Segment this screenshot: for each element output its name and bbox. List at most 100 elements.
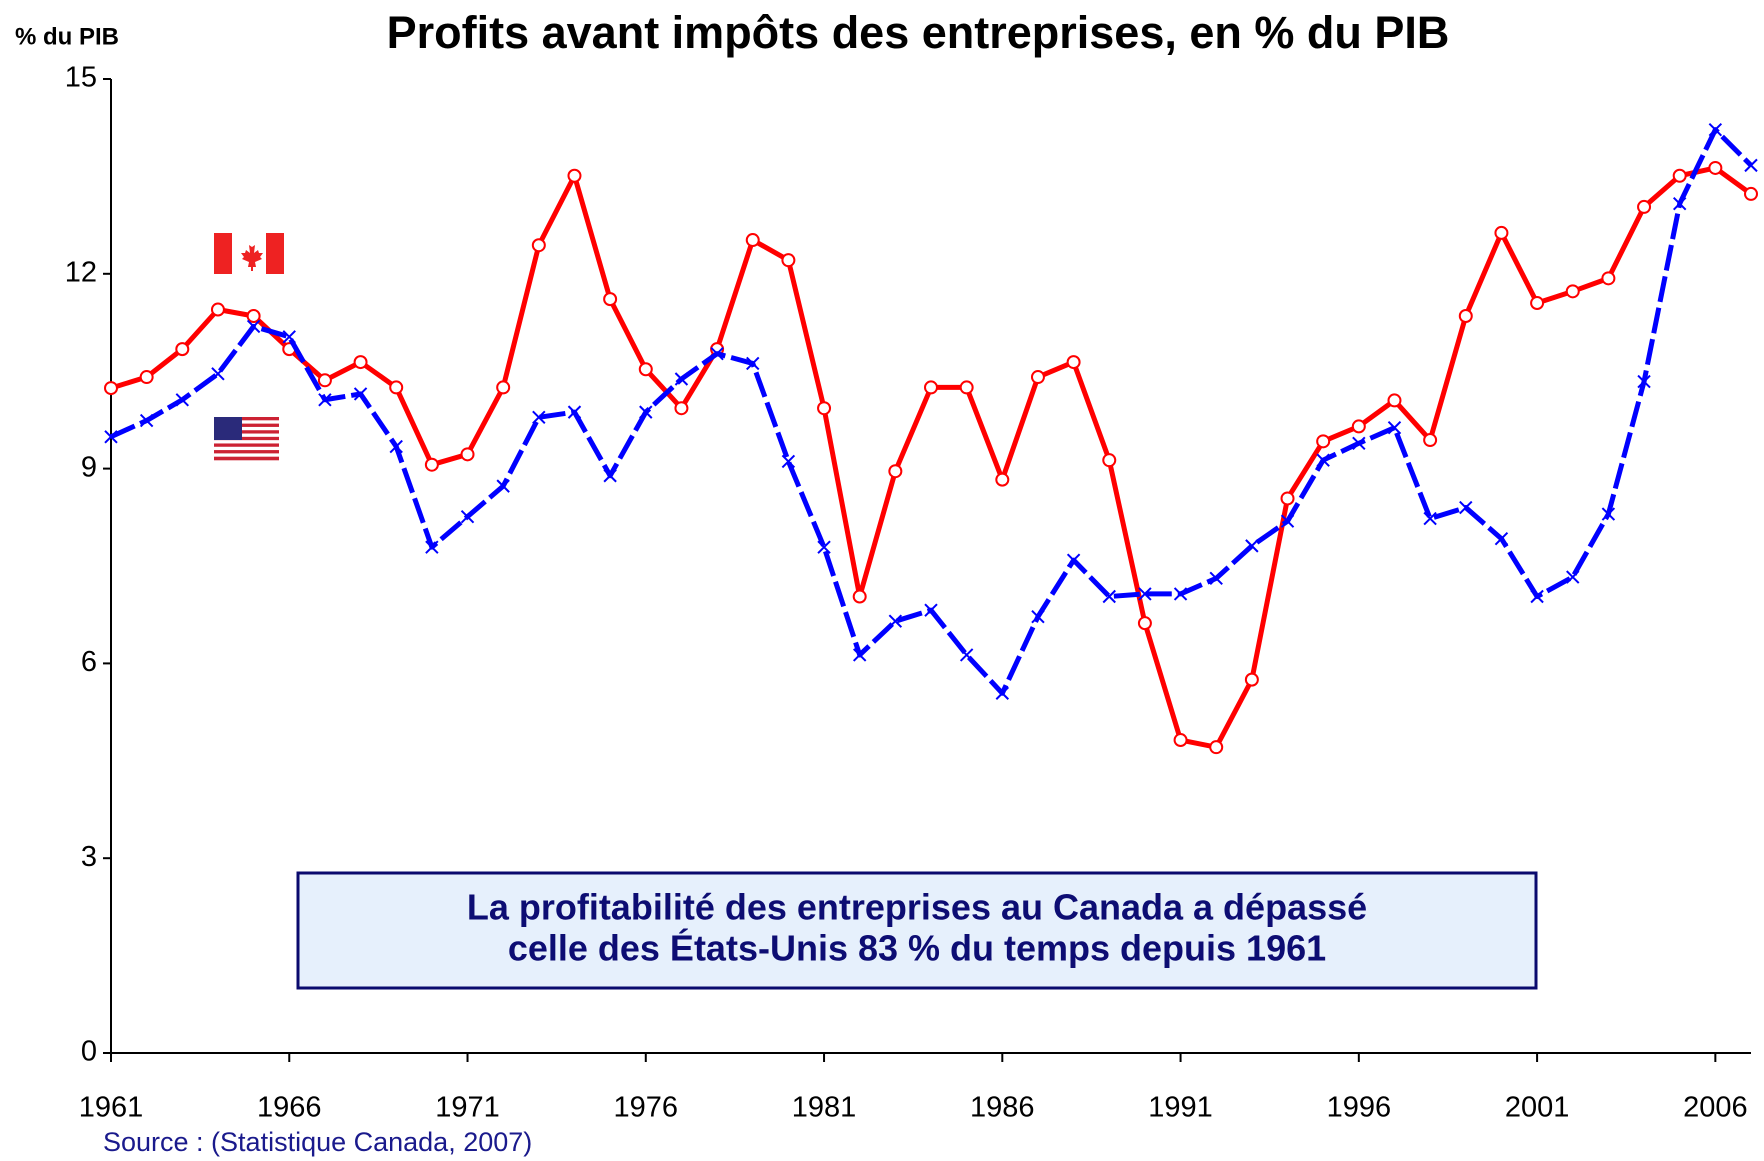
x-tick-label: 1966	[257, 1092, 322, 1124]
point	[1566, 570, 1580, 584]
point	[1280, 491, 1295, 506]
point	[995, 686, 1010, 700]
point	[959, 380, 974, 395]
point	[567, 405, 582, 419]
chart-title: Profits avant impôts des entreprises, en…	[387, 7, 1450, 58]
annotation: celle des États-Unis 83 % du temps depui…	[508, 928, 1326, 969]
point	[1031, 609, 1045, 624]
point	[781, 253, 796, 268]
point	[318, 393, 332, 407]
point	[1316, 453, 1330, 467]
point	[817, 540, 831, 554]
point	[1459, 500, 1473, 515]
point	[1672, 196, 1687, 211]
point	[638, 362, 653, 377]
point	[389, 380, 404, 395]
point	[353, 387, 368, 401]
series-line	[110, 165, 1753, 750]
point	[1138, 587, 1152, 601]
point	[210, 302, 225, 317]
point	[1744, 186, 1758, 201]
point	[745, 233, 760, 248]
y-tick-label: 3	[81, 841, 97, 873]
point	[353, 355, 368, 370]
point	[1173, 733, 1188, 748]
point	[639, 405, 653, 419]
point	[246, 319, 261, 334]
y-tick-label: 15	[65, 62, 97, 94]
point	[710, 346, 724, 361]
point	[1387, 393, 1402, 408]
point	[1209, 740, 1224, 755]
x-tick-label: 1976	[614, 1092, 679, 1124]
point	[211, 367, 225, 381]
source: Source : (Statistique Canada, 2007)	[103, 1127, 532, 1157]
point	[852, 648, 867, 662]
point	[888, 464, 903, 479]
point	[389, 439, 403, 454]
point	[1530, 296, 1545, 311]
point	[924, 380, 938, 395]
point	[781, 454, 796, 469]
point	[1601, 507, 1616, 521]
point	[674, 372, 689, 386]
point	[1601, 271, 1616, 286]
point	[282, 330, 296, 344]
annotation: La profitabilité des entreprises au Cana…	[467, 887, 1367, 928]
point	[817, 401, 832, 416]
y-tick-label: 12	[65, 256, 97, 288]
point	[425, 540, 439, 554]
point	[1423, 511, 1437, 526]
us-flag	[214, 417, 279, 461]
x-tick-label: 2006	[1683, 1092, 1748, 1124]
point	[603, 469, 617, 483]
series-line	[109, 127, 1753, 696]
point	[1744, 158, 1758, 173]
point	[1708, 160, 1723, 175]
point	[317, 373, 332, 388]
point	[246, 309, 261, 324]
point	[1351, 419, 1366, 434]
point	[1280, 514, 1295, 528]
point	[888, 614, 903, 628]
point	[852, 589, 867, 604]
x-tick-label: 1996	[1327, 1092, 1392, 1124]
y-tick-label: 9	[81, 451, 97, 483]
point	[1173, 587, 1188, 601]
point	[1494, 532, 1509, 546]
x-tick-label: 1971	[435, 1092, 500, 1124]
point	[139, 413, 154, 428]
point	[1102, 589, 1116, 604]
point	[1102, 453, 1117, 468]
point	[1066, 553, 1081, 567]
point	[496, 479, 510, 493]
x-tick-label: 1981	[792, 1092, 857, 1124]
point	[424, 457, 439, 472]
x-tick-label: 1986	[970, 1092, 1035, 1124]
y-tick-label: 6	[81, 646, 97, 678]
point	[1672, 168, 1687, 183]
point	[674, 401, 689, 416]
point	[1209, 571, 1223, 586]
point	[1423, 433, 1438, 448]
y-axis-label: % du PIB	[15, 23, 119, 50]
point	[959, 648, 974, 662]
point	[496, 380, 511, 395]
point	[1458, 309, 1473, 324]
point	[1637, 199, 1652, 214]
point	[1245, 539, 1259, 553]
y-tick-label: 0	[81, 1036, 97, 1068]
point	[532, 410, 546, 425]
point	[460, 509, 475, 524]
x-tick-label: 1991	[1148, 1092, 1213, 1124]
point	[460, 447, 475, 462]
point	[1565, 284, 1580, 299]
point	[1637, 374, 1651, 389]
canada-flag	[214, 233, 284, 274]
point	[1244, 672, 1259, 687]
point	[104, 430, 118, 444]
annotation-box	[296, 871, 1538, 990]
point	[1030, 370, 1045, 385]
